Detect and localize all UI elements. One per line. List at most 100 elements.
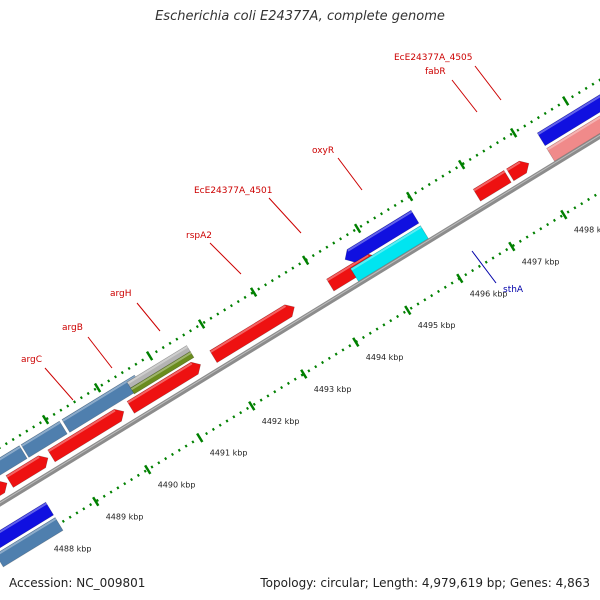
kbp-tick-label: 4497 kbp bbox=[522, 257, 560, 266]
ruler-tick bbox=[249, 287, 258, 298]
gene-label: fabR bbox=[425, 67, 446, 77]
right-pink-box-highlight bbox=[546, 116, 600, 151]
argh-gene-arrow bbox=[47, 408, 125, 463]
lower-blue-box-1-shape bbox=[0, 501, 54, 549]
rspa2-cog-box-olive-shape bbox=[130, 351, 195, 395]
ece24377a-4505-gene-box bbox=[472, 170, 512, 202]
rspa2-gene-arrow-highlight bbox=[127, 362, 193, 404]
fabr-gene-arrow-highlight bbox=[506, 161, 521, 171]
lower-steel-box-1 bbox=[0, 517, 64, 568]
right-blue-box-highlight bbox=[537, 95, 600, 136]
kbp-tick-label: 4498 kbp bbox=[574, 226, 600, 235]
ruler-tick bbox=[456, 273, 464, 284]
ruler-tick bbox=[196, 432, 204, 443]
leader-line bbox=[87, 336, 113, 369]
argb-cog-box-highlight bbox=[21, 421, 61, 447]
stha-gene-box bbox=[350, 225, 429, 282]
ece24377a-4505-gene-box-highlight bbox=[473, 170, 506, 192]
accession-label: Accession: NC_009801 bbox=[9, 576, 146, 590]
genome-backbone bbox=[0, 133, 600, 507]
ruler-tick bbox=[197, 319, 206, 329]
ece24377a-4505-gene-box-shape bbox=[472, 170, 512, 202]
gene-label: EcE24377A_4501 bbox=[194, 186, 273, 196]
stha-gene-box-shape bbox=[350, 225, 429, 282]
leader-line bbox=[451, 79, 478, 113]
argh-gene-arrow-highlight bbox=[47, 409, 116, 453]
argc-cog-box-highlight bbox=[0, 446, 21, 461]
upper-dotted-ruler bbox=[0, 78, 600, 450]
argh-gene-arrow-shape bbox=[47, 408, 125, 463]
ruler-tick bbox=[509, 127, 518, 138]
sth-neighbor-blue-box-shape bbox=[344, 209, 420, 263]
gene-label: argH bbox=[110, 289, 132, 299]
rspa2-gene-arrow bbox=[126, 361, 201, 414]
stha-gene-box-highlight bbox=[350, 226, 422, 271]
ruler-tick bbox=[405, 191, 414, 202]
argc-gene-arrow bbox=[0, 481, 8, 496]
leader-line bbox=[136, 302, 161, 332]
argc-cog-box-shape bbox=[0, 445, 28, 476]
kbp-tick-label: 4492 kbp bbox=[262, 417, 300, 426]
gene-features bbox=[0, 94, 600, 568]
kbp-tick-label: 4491 kbp bbox=[210, 449, 248, 458]
ruler-tick bbox=[144, 464, 152, 475]
ruler-tick bbox=[352, 337, 360, 348]
ruler-tick bbox=[457, 159, 466, 170]
gene-label: rspA2 bbox=[186, 231, 212, 241]
leader-line bbox=[268, 197, 302, 234]
leader-line bbox=[209, 242, 242, 275]
kbp-tick-label: 4495 kbp bbox=[418, 321, 456, 330]
ruler-tick bbox=[41, 414, 50, 425]
ruler-tick bbox=[404, 305, 412, 316]
gene-label: sthA bbox=[503, 285, 524, 295]
ece24377a-4501-gene-arrow bbox=[209, 304, 295, 364]
gene-label: argB bbox=[62, 323, 83, 333]
kbp-tick-label: 4488 kbp bbox=[54, 544, 92, 553]
leader-line bbox=[471, 250, 497, 284]
genome-summary-label: Topology: circular; Length: 4,979,619 bp… bbox=[260, 576, 590, 590]
argb-cog-box-shape bbox=[20, 420, 68, 458]
argc-gene-arrow-shape bbox=[0, 481, 8, 496]
ece24377a-4501-gene-arrow-shape bbox=[209, 304, 295, 364]
leader-line bbox=[337, 157, 363, 191]
sth-neighbor-blue-box-highlight bbox=[347, 210, 413, 252]
right-blue-box bbox=[536, 94, 600, 147]
argb-gene-arrow-highlight bbox=[6, 456, 40, 478]
ruler-tick bbox=[561, 95, 570, 106]
lower-steel-box-1-shape bbox=[0, 517, 64, 568]
ruler-tick bbox=[145, 350, 154, 361]
label-leader-lines bbox=[44, 65, 502, 401]
ruler-tick bbox=[248, 400, 256, 411]
argb-gene-arrow bbox=[5, 455, 49, 488]
lower-steel-box-1-highlight bbox=[0, 517, 57, 555]
argb-cog-box bbox=[20, 420, 68, 458]
backbone-line bbox=[0, 133, 600, 507]
kbp-tick-labels: 4488 kbp 4489 kbp 4490 kbp 4491 kbp 4492 kbp… bbox=[54, 226, 600, 554]
argh-cog-box-highlight bbox=[62, 375, 136, 422]
lower-blue-box-1-highlight bbox=[0, 502, 48, 534]
gene-label: EcE24377A_4505 bbox=[394, 53, 473, 63]
kbp-tick-label: 4490 kbp bbox=[158, 481, 196, 490]
right-pink-box bbox=[546, 115, 600, 162]
kbp-tick-label: 4496 kbp bbox=[470, 289, 508, 298]
argb-gene-arrow-shape bbox=[5, 455, 49, 488]
ruler-tick bbox=[301, 255, 310, 266]
ruler-tick bbox=[353, 223, 362, 234]
lower-dotted-ruler bbox=[0, 190, 600, 562]
argc-cog-box bbox=[0, 445, 28, 476]
backbone-highlight bbox=[0, 134, 600, 504]
gene-label: argC bbox=[21, 355, 42, 365]
gene-label: oxyR bbox=[312, 146, 334, 156]
fabr-gene-arrow bbox=[506, 160, 530, 182]
rspa2-cog-box-olive bbox=[130, 351, 195, 395]
ruler-tick bbox=[93, 382, 102, 393]
kbp-tick-label: 4493 kbp bbox=[314, 385, 352, 394]
kbp-tick-label: 4494 kbp bbox=[366, 353, 404, 362]
sth-neighbor-blue-box bbox=[344, 209, 420, 263]
fabr-gene-arrow-shape bbox=[506, 160, 530, 182]
right-blue-box-shape bbox=[536, 94, 600, 147]
leader-line bbox=[474, 65, 502, 101]
kbp-tick-label: 4489 kbp bbox=[106, 512, 144, 521]
rspa2-cog-box-olive-highlight bbox=[130, 351, 192, 391]
